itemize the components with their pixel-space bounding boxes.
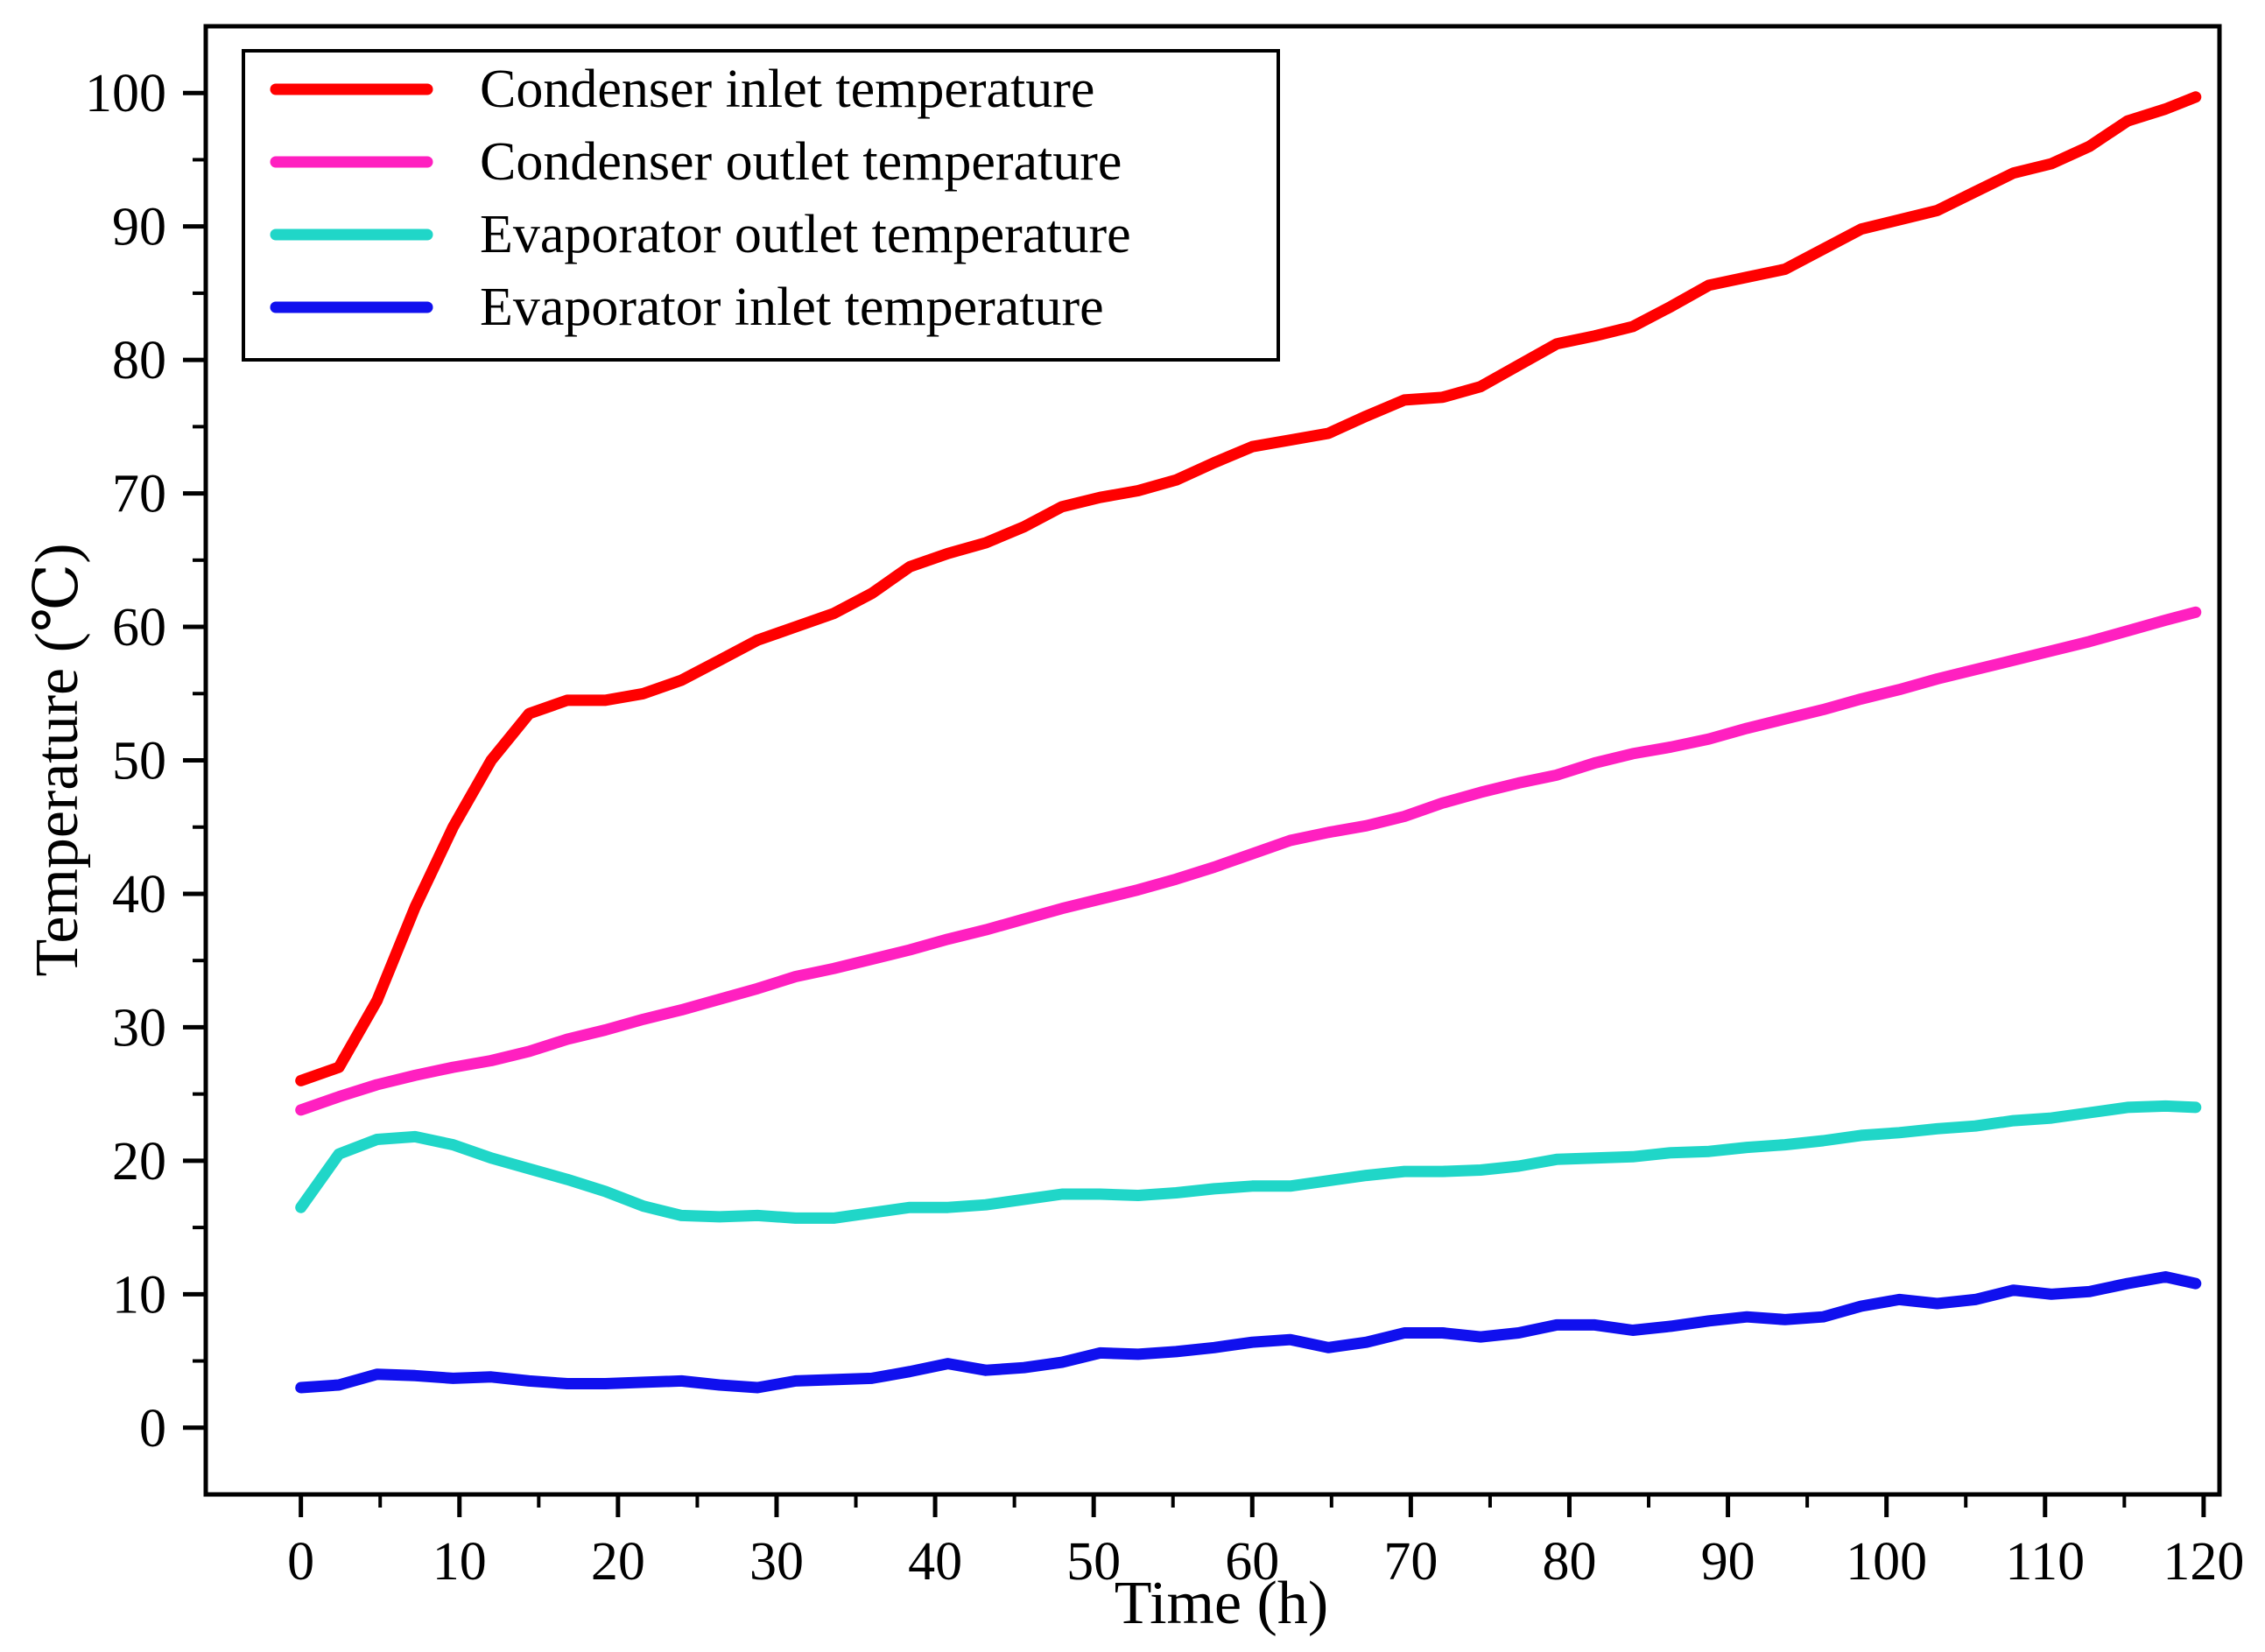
y-tick-label: 100 xyxy=(85,64,166,123)
series-line-1 xyxy=(295,606,2202,1116)
series-line-2 xyxy=(295,1100,2202,1224)
series-lines xyxy=(295,91,2202,1394)
series-line-3 xyxy=(295,1271,2202,1394)
x-tick-label: 10 xyxy=(433,1532,487,1592)
x-tick-label: 60 xyxy=(1225,1532,1279,1592)
x-axis: 0 10 20 30 40 50 60 70 80 90 100 110 120 xyxy=(287,1494,2244,1592)
x-tick-label: 0 xyxy=(287,1532,314,1592)
y-tick-label: 40 xyxy=(112,865,166,924)
legend-label-3: Evaporator inlet temperature xyxy=(480,278,1104,337)
x-tick-label: 120 xyxy=(2163,1532,2244,1592)
y-tick-label: 0 xyxy=(139,1399,166,1459)
y-tick-label: 10 xyxy=(112,1265,166,1325)
legend-label-1: Condenser outlet temperature xyxy=(480,132,1122,192)
legend-label-0: Condenser inlet temperature xyxy=(480,60,1094,119)
legend-label-2: Evaporator outlet temperature xyxy=(480,205,1131,264)
y-tick-label: 30 xyxy=(112,998,166,1058)
y-tick-label: 90 xyxy=(112,198,166,257)
y-tick-label: 80 xyxy=(112,331,166,390)
y-tick-label: 50 xyxy=(112,732,166,791)
series-line-0 xyxy=(295,91,2202,1086)
y-tick-label: 70 xyxy=(112,465,166,524)
legend: Condenser inlet temperature Condenser out… xyxy=(242,49,1280,362)
x-tick-label: 100 xyxy=(1846,1532,1927,1592)
y-axis-label: Temperature (℃) xyxy=(24,543,91,976)
y-tick-label: 20 xyxy=(112,1132,166,1192)
x-tick-label: 20 xyxy=(591,1532,645,1592)
x-tick-label: 90 xyxy=(1701,1532,1755,1592)
y-axis: 0 10 20 30 40 50 60 70 80 90 100 xyxy=(85,64,206,1459)
x-tick-label: 30 xyxy=(749,1532,804,1592)
x-tick-label: 70 xyxy=(1383,1532,1438,1592)
x-tick-label: 50 xyxy=(1066,1532,1121,1592)
y-tick-label: 60 xyxy=(112,598,166,657)
x-axis-label: Time (h) xyxy=(1115,1570,1328,1637)
x-tick-label: 40 xyxy=(908,1532,962,1592)
x-tick-label: 110 xyxy=(2005,1532,2085,1592)
x-tick-label: 80 xyxy=(1542,1532,1596,1592)
